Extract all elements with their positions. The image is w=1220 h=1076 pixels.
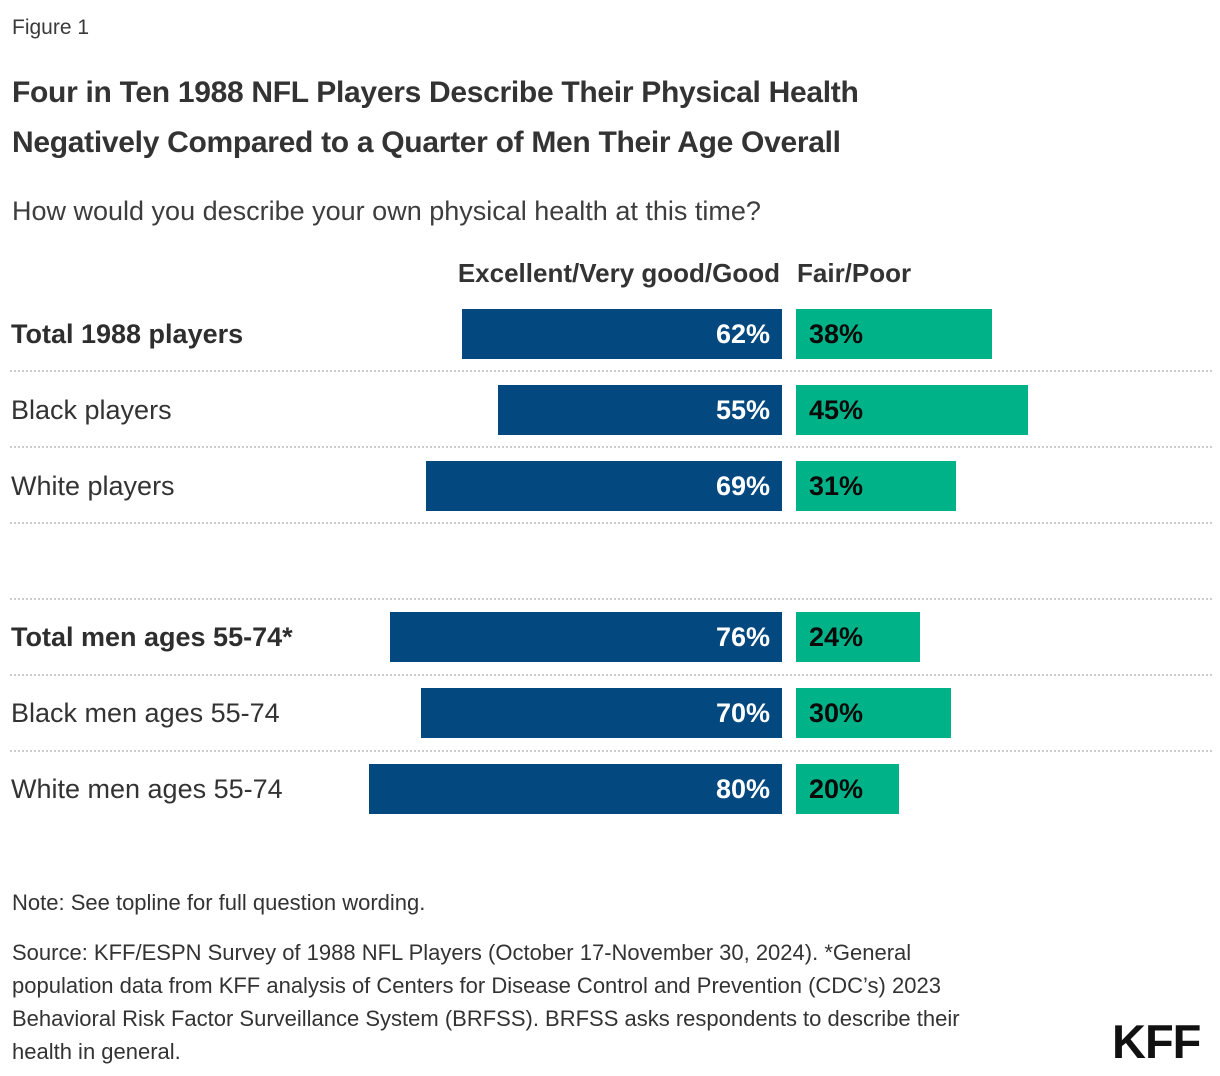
- bar-excellent-very-good-good: 70%: [421, 688, 782, 738]
- row-separator-dotted-line: [10, 598, 1212, 600]
- row-separator-dotted-line: [10, 674, 1212, 676]
- bar-value-label: 31%: [809, 470, 864, 501]
- row-separator-dotted-line: [10, 446, 1212, 448]
- bar-value-label: 69%: [715, 470, 770, 501]
- row-separator-dotted-line: [10, 750, 1212, 752]
- bar-value-label: 45%: [809, 394, 864, 425]
- row-label: White men ages 55-74: [11, 773, 283, 804]
- chart-title: Four in Ten 1988 NFL Players Describe Th…: [12, 68, 859, 168]
- row-label: Black players: [11, 394, 172, 425]
- kff-logo: KFF: [1112, 1015, 1201, 1068]
- chart-subtitle-question: How would you describe your own physical…: [12, 196, 761, 226]
- figure-number-label: Figure 1: [12, 16, 90, 39]
- bar-value-label: 38%: [809, 318, 864, 349]
- bar-excellent-very-good-good: 80%: [369, 764, 782, 814]
- bar-fair-poor: 45%: [796, 385, 1028, 435]
- row-label: Black men ages 55-74: [11, 697, 280, 728]
- bar-value-label: 76%: [715, 621, 770, 652]
- bar-excellent-very-good-good: 55%: [498, 385, 782, 435]
- row-label: White players: [11, 470, 175, 501]
- row-separator-dotted-line: [10, 522, 1212, 524]
- bar-fair-poor: 20%: [796, 764, 899, 814]
- bar-value-label: 20%: [809, 773, 864, 804]
- bar-value-label: 55%: [715, 394, 770, 425]
- bar-value-label: 24%: [809, 621, 864, 652]
- bar-excellent-very-good-good: 69%: [426, 461, 782, 511]
- chart-title-line-2: Negatively Compared to a Quarter of Men …: [12, 126, 841, 159]
- bar-value-label: 30%: [809, 697, 864, 728]
- bar-value-label: 80%: [715, 773, 770, 804]
- bar-fair-poor: 30%: [796, 688, 951, 738]
- bar-fair-poor: 38%: [796, 309, 992, 359]
- bar-excellent-very-good-good: 76%: [390, 612, 782, 662]
- source-text: Source: KFF/ESPN Survey of 1988 NFL Play…: [12, 940, 960, 1064]
- bar-value-label: 62%: [715, 318, 770, 349]
- bar-excellent-very-good-good: 62%: [462, 309, 782, 359]
- row-label: Total men ages 55-74*: [11, 621, 293, 652]
- bar-value-label: 70%: [715, 697, 770, 728]
- bar-fair-poor: 31%: [796, 461, 956, 511]
- chart-title-line-1: Four in Ten 1988 NFL Players Describe Th…: [12, 76, 859, 109]
- bar-fair-poor: 24%: [796, 612, 920, 662]
- row-separator-dotted-line: [10, 370, 1212, 372]
- row-label: Total 1988 players: [11, 318, 244, 349]
- column-header-excellent: Excellent/Very good/Good: [457, 258, 780, 288]
- column-header-fair: Fair/Poor: [797, 258, 912, 288]
- note-text: Note: See topline for full question word…: [12, 890, 426, 915]
